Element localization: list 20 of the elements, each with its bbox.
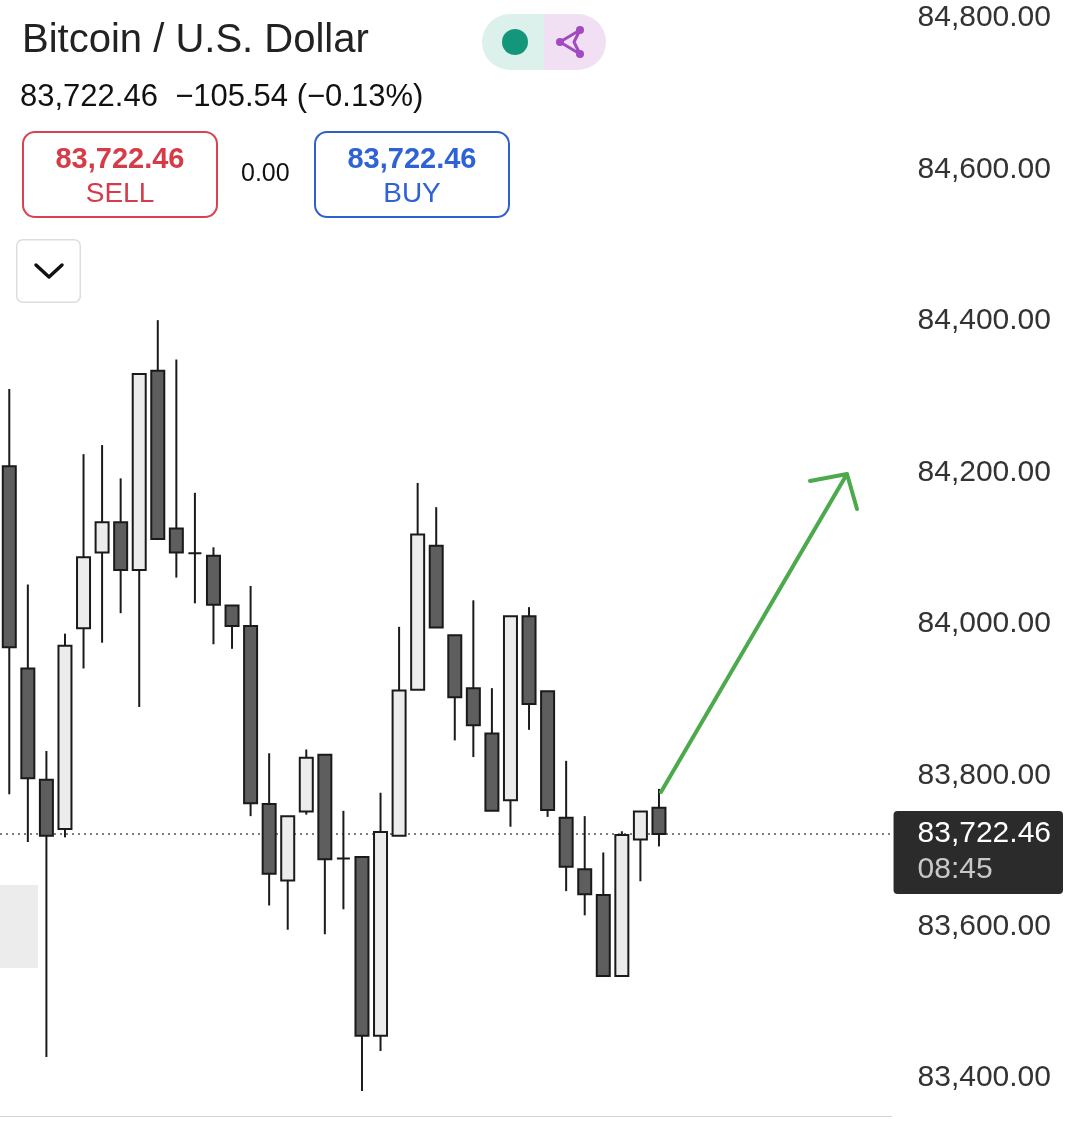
y-tick-label: 84,400.00 xyxy=(917,302,1051,336)
ref-line-label: 83,722.46 08:45 xyxy=(917,815,1052,885)
y-tick-label: 84,000.00 xyxy=(917,605,1051,639)
y-tick-label: 84,800.00 xyxy=(917,0,1051,33)
annotation: SELL xyxy=(85,175,155,210)
y-tick-label: 83,400.00 xyxy=(917,1059,1051,1093)
annotation: 83,722.46 xyxy=(55,140,185,176)
y-tick-label: 84,200.00 xyxy=(917,453,1051,487)
text: 83,722.46 −105.54 (−0.13%) xyxy=(20,78,424,114)
annotation: BUY xyxy=(383,175,441,210)
candlestick xyxy=(187,491,203,605)
candlestick xyxy=(335,809,351,911)
y-tick-label: 83,600.00 xyxy=(917,907,1051,941)
candlestick xyxy=(168,358,184,579)
annotation: 0.00 xyxy=(241,158,290,187)
annotation: 83,722.46 xyxy=(347,140,477,176)
y-tick-label: 83,800.00 xyxy=(917,756,1051,790)
candlestick xyxy=(224,604,240,650)
y-tick-label: 84,600.00 xyxy=(917,150,1051,184)
chart-title: Bitcoin / U.S. Dollar xyxy=(22,16,369,61)
